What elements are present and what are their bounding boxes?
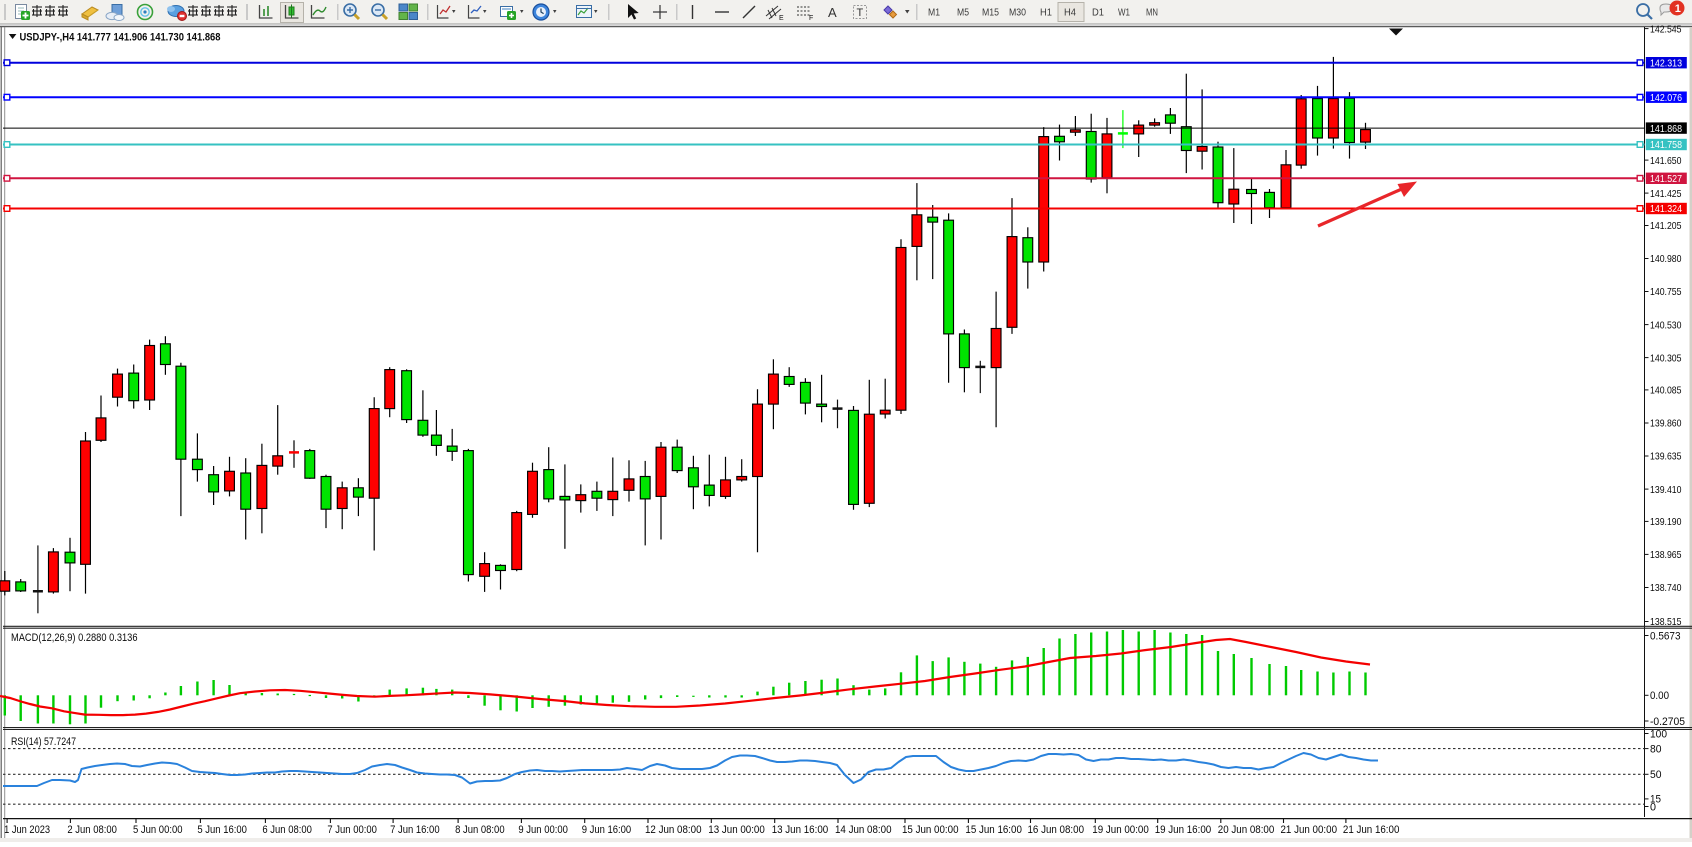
svg-text:138.965: 138.965 — [1650, 550, 1682, 561]
svg-text:138.515: 138.515 — [1650, 617, 1682, 628]
svg-text:141.527: 141.527 — [1650, 174, 1682, 185]
svg-text:M15: M15 — [982, 8, 999, 19]
svg-text:100: 100 — [1650, 728, 1667, 740]
svg-text:20 Jun 08:00: 20 Jun 08:00 — [1218, 824, 1275, 836]
svg-text:D1: D1 — [1092, 8, 1104, 19]
svg-text:USDJPY-,H4 141.777 141.906 14: USDJPY-,H4 141.777 141.906 141.730 141.8… — [20, 32, 221, 44]
svg-text:8 Jun 08:00: 8 Jun 08:00 — [455, 824, 505, 836]
svg-text:1: 1 — [1675, 3, 1681, 15]
svg-text:141.758: 141.758 — [1650, 140, 1682, 151]
svg-text:13 Jun 00:00: 13 Jun 00:00 — [708, 824, 765, 836]
svg-text:H1: H1 — [1040, 8, 1052, 19]
svg-text:50: 50 — [1650, 769, 1662, 781]
svg-text:-0.2705: -0.2705 — [1650, 716, 1685, 728]
svg-text:0.5673: 0.5673 — [1650, 630, 1681, 642]
svg-text:15 Jun 16:00: 15 Jun 16:00 — [965, 824, 1022, 836]
svg-text:15 Jun 00:00: 15 Jun 00:00 — [902, 824, 959, 836]
svg-text:21 Jun 16:00: 21 Jun 16:00 — [1343, 824, 1400, 836]
svg-text:9 Jun 00:00: 9 Jun 00:00 — [518, 824, 568, 836]
svg-text:139.190: 139.190 — [1650, 517, 1682, 528]
svg-text:5 Jun 00:00: 5 Jun 00:00 — [133, 824, 183, 836]
svg-text:6 Jun 08:00: 6 Jun 08:00 — [262, 824, 312, 836]
svg-text:140.305: 140.305 — [1650, 353, 1682, 364]
svg-text:E: E — [779, 15, 784, 22]
svg-text:142.076: 142.076 — [1650, 93, 1682, 104]
svg-text:MACD(12,26,9) 0.2880 0.3136: MACD(12,26,9) 0.2880 0.3136 — [11, 632, 138, 644]
svg-text:M5: M5 — [957, 8, 969, 19]
svg-text:139.410: 139.410 — [1650, 485, 1682, 496]
svg-text:80: 80 — [1650, 743, 1662, 755]
svg-text:1 Jun 2023: 1 Jun 2023 — [4, 824, 50, 836]
svg-text:5 Jun 16:00: 5 Jun 16:00 — [197, 824, 247, 836]
svg-text:H4: H4 — [1064, 8, 1076, 19]
svg-text:140.530: 140.530 — [1650, 320, 1682, 331]
svg-text:13 Jun 16:00: 13 Jun 16:00 — [772, 824, 829, 836]
svg-text:21 Jun 00:00: 21 Jun 00:00 — [1281, 824, 1338, 836]
svg-text:14 Jun 08:00: 14 Jun 08:00 — [835, 824, 892, 836]
svg-text:16 Jun 08:00: 16 Jun 08:00 — [1028, 824, 1085, 836]
svg-text:M30: M30 — [1009, 8, 1026, 19]
svg-text:MN: MN — [1146, 8, 1158, 19]
svg-text:141.650: 141.650 — [1650, 156, 1682, 167]
svg-text:9 Jun 16:00: 9 Jun 16:00 — [582, 824, 632, 836]
svg-text:7 Jun 00:00: 7 Jun 00:00 — [327, 824, 377, 836]
svg-text:139.635: 139.635 — [1650, 452, 1682, 463]
svg-text:140.755: 140.755 — [1650, 287, 1682, 298]
svg-text:141.425: 141.425 — [1650, 189, 1682, 200]
svg-text:140.980: 140.980 — [1650, 254, 1682, 265]
svg-text:F: F — [809, 15, 813, 22]
svg-text:141.324: 141.324 — [1650, 204, 1682, 215]
svg-text:142.545: 142.545 — [1650, 24, 1682, 35]
svg-text:12 Jun 08:00: 12 Jun 08:00 — [645, 824, 702, 836]
svg-text:7 Jun 16:00: 7 Jun 16:00 — [390, 824, 440, 836]
svg-text:19 Jun 16:00: 19 Jun 16:00 — [1155, 824, 1212, 836]
svg-text:19 Jun 00:00: 19 Jun 00:00 — [1092, 824, 1149, 836]
svg-text:0.00: 0.00 — [1650, 690, 1669, 702]
svg-text:141.205: 141.205 — [1650, 221, 1682, 232]
svg-text:142.313: 142.313 — [1650, 58, 1682, 69]
svg-text:0: 0 — [1650, 801, 1656, 813]
svg-text:T: T — [857, 7, 864, 19]
svg-text:141.868: 141.868 — [1650, 124, 1682, 135]
svg-text:M1: M1 — [928, 8, 940, 19]
svg-text:138.740: 138.740 — [1650, 583, 1682, 594]
svg-text:2 Jun 08:00: 2 Jun 08:00 — [67, 824, 117, 836]
svg-text:139.860: 139.860 — [1650, 419, 1682, 430]
svg-text:A: A — [828, 5, 837, 20]
svg-text:140.085: 140.085 — [1650, 386, 1682, 397]
svg-text:RSI(14) 57.7247: RSI(14) 57.7247 — [11, 736, 76, 748]
svg-text:W1: W1 — [1118, 8, 1130, 19]
